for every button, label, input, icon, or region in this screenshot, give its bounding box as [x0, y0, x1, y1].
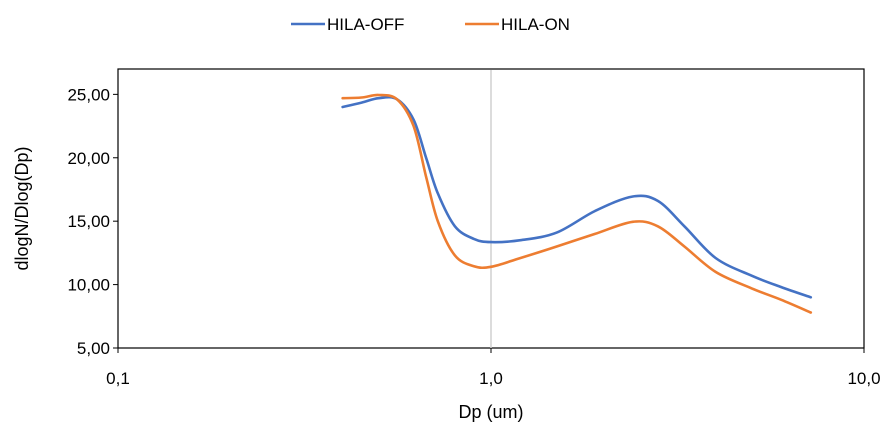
legend-label: HILA-ON	[501, 15, 570, 34]
y-tick-label: 10,00	[67, 276, 110, 295]
legend: HILA-OFF HILA-ON	[291, 15, 570, 34]
x-tick-label: 1,0	[479, 369, 503, 388]
y-tick-label: 5,00	[77, 339, 110, 358]
y-axis-ticks: 5,00 10,00 15,00 20,00 25,00	[67, 85, 118, 358]
x-tick-label: 10,0	[847, 369, 880, 388]
series-layer	[341, 93, 813, 314]
x-axis-ticks: 0,1 1,0 10,0	[106, 348, 881, 388]
y-tick-label: 15,00	[67, 212, 110, 231]
x-axis-title: Dp (um)	[458, 402, 523, 422]
legend-label: HILA-OFF	[327, 15, 404, 34]
series-line-hila-on	[341, 93, 813, 314]
x-tick-label: 0,1	[106, 369, 130, 388]
y-tick-label: 25,00	[67, 85, 110, 104]
y-axis-title: dlogN/Dlog(Dp)	[12, 146, 32, 270]
y-tick-label: 20,00	[67, 149, 110, 168]
